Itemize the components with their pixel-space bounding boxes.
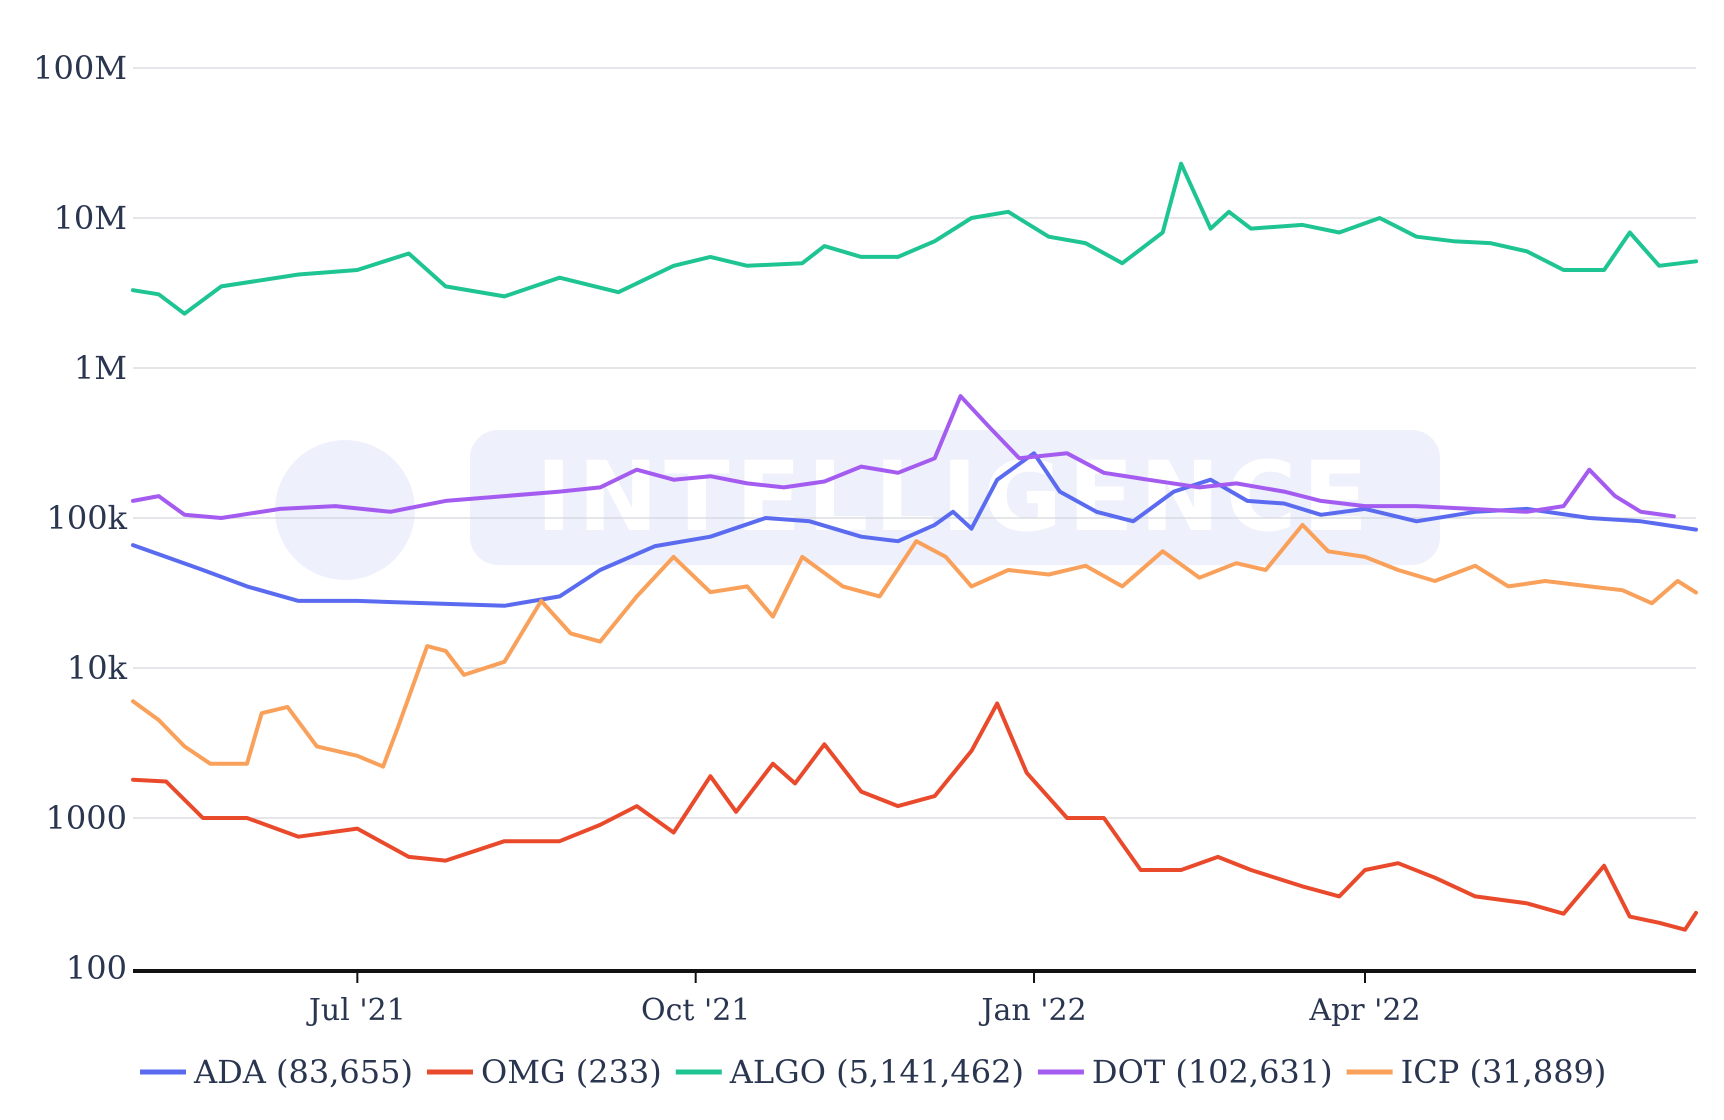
series-lines — [131, 161, 1698, 932]
x-axis — [133, 969, 1696, 983]
y-tick-label: 1M — [74, 349, 127, 387]
legend-label: ICP (31,889) — [1401, 1053, 1607, 1091]
watermark-text: INTELLIGENCE — [536, 441, 1374, 553]
series-line — [131, 451, 1698, 608]
y-tick-label: 100k — [47, 499, 128, 537]
x-tick-label: Jan '22 — [978, 993, 1086, 1028]
legend-item[interactable]: DOT (102,631) — [1037, 1053, 1333, 1091]
x-tick-label: Oct '21 — [641, 993, 750, 1028]
y-tick-label: 100 — [66, 949, 127, 987]
legend-item[interactable]: OMG (233) — [426, 1053, 662, 1091]
x-tick-label: Jul '21 — [306, 993, 406, 1028]
y-tick-label: 10M — [54, 199, 127, 237]
series-line — [131, 522, 1698, 769]
watermark: INTELLIGENCE — [275, 430, 1440, 580]
legend-item[interactable]: ALGO (5,141,462) — [675, 1053, 1024, 1091]
x-tick-labels: Jul '21 Oct '21 Jan '22 Apr '22 — [306, 993, 1421, 1028]
x-tick-label: Apr '22 — [1308, 993, 1420, 1028]
legend-item[interactable]: ADA (83,655) — [140, 1053, 413, 1091]
legend-label: OMG (233) — [481, 1053, 662, 1091]
legend-label: DOT (102,631) — [1092, 1053, 1333, 1091]
legend[interactable]: ADA (83,655) OMG (233) ALGO (5,141,462) DOT… — [140, 1053, 1606, 1091]
y-tick-label: 100M — [33, 49, 127, 87]
series-line — [131, 701, 1698, 932]
legend-item[interactable]: ICP (31,889) — [1346, 1053, 1607, 1091]
y-tick-label: 1000 — [46, 799, 127, 837]
y-tick-label: 10k — [67, 649, 128, 687]
series-line — [131, 161, 1698, 316]
legend-label: ADA (83,655) — [193, 1053, 413, 1091]
legend-label: ALGO (5,141,462) — [729, 1053, 1024, 1091]
series-line — [131, 394, 1676, 520]
y-axis: 100 1000 10k 100k 1M 10M 100M — [33, 49, 127, 987]
